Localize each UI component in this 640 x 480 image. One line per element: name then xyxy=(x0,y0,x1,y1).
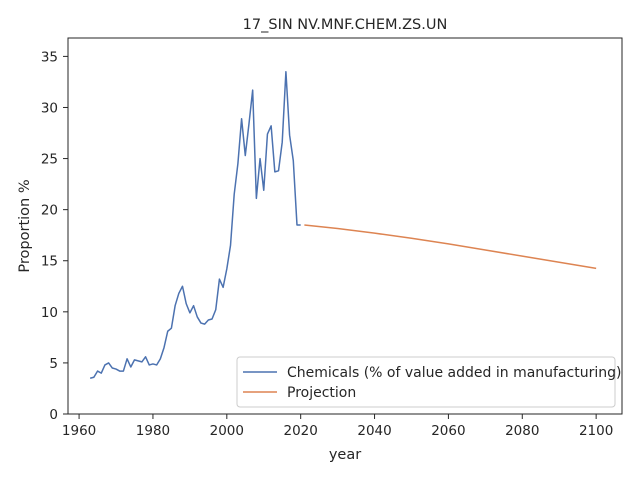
y-tick-label: 25 xyxy=(41,152,58,168)
plot-lines xyxy=(89,70,597,379)
y-axis: 0 5 10 15 20 25 30 35 xyxy=(41,49,68,423)
x-tick-label: 1980 xyxy=(136,423,170,439)
y-tick-label: 10 xyxy=(41,305,58,321)
x-axis: 1960 1980 2000 2020 2040 2060 2080 2100 xyxy=(62,414,613,439)
x-tick-label: 1960 xyxy=(62,423,96,439)
legend-box xyxy=(236,356,616,408)
x-axis-label: year xyxy=(329,447,361,463)
plot-frame xyxy=(67,37,623,415)
y-tick-label: 20 xyxy=(41,203,58,219)
x-tick-label: 2020 xyxy=(284,423,318,439)
x-tick-label: 2080 xyxy=(505,423,539,439)
series-line-projection xyxy=(304,224,597,270)
legend-label-projection: Projection xyxy=(287,385,356,401)
x-tick-label: 2000 xyxy=(210,423,244,439)
chart-title: 17_SIN NV.MNF.CHEM.ZS.UN xyxy=(243,17,448,33)
y-tick-label: 0 xyxy=(49,407,58,423)
legend-label-chemicals: Chemicals (% of value added in manufactu… xyxy=(287,365,621,381)
x-tick-label: 2100 xyxy=(579,423,613,439)
y-tick-label: 35 xyxy=(41,49,58,65)
y-tick-label: 15 xyxy=(41,254,58,270)
x-tick-label: 2060 xyxy=(431,423,465,439)
y-tick-label: 5 xyxy=(49,356,58,372)
y-axis-label: Proportion % xyxy=(17,179,33,272)
legend: Chemicals (% of value added in manufactu… xyxy=(236,356,621,408)
y-tick-label: 30 xyxy=(41,100,58,116)
x-tick-label: 2040 xyxy=(357,423,391,439)
series-line-chemicals xyxy=(89,70,301,379)
